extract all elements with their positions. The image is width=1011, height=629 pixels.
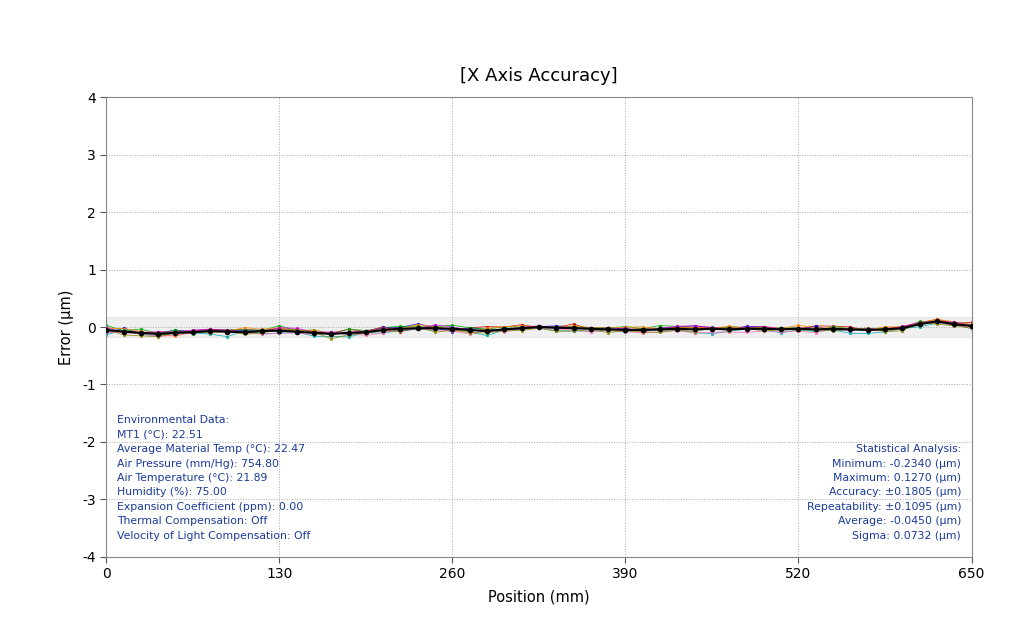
- Text: Environmental Data:
MT1 (°C): 22.51
Average Material Temp (°C): 22.47
Air Pressu: Environmental Data: MT1 (°C): 22.51 Aver…: [116, 415, 309, 540]
- Text: Statistical Analysis:
Minimum: -0.2340 (µm)
Maximum: 0.1270 (µm)
Accuracy: ±0.18: Statistical Analysis: Minimum: -0.2340 (…: [806, 444, 960, 540]
- Y-axis label: Error (µm): Error (µm): [59, 289, 74, 365]
- Title: [X Axis Accuracy]: [X Axis Accuracy]: [460, 67, 617, 85]
- Text: 7.   X Axis (Gantry) Accuracy – With Software Compensation: 7. X Axis (Gantry) Accuracy – With Softw…: [8, 11, 503, 26]
- X-axis label: Position (mm): Position (mm): [487, 589, 589, 604]
